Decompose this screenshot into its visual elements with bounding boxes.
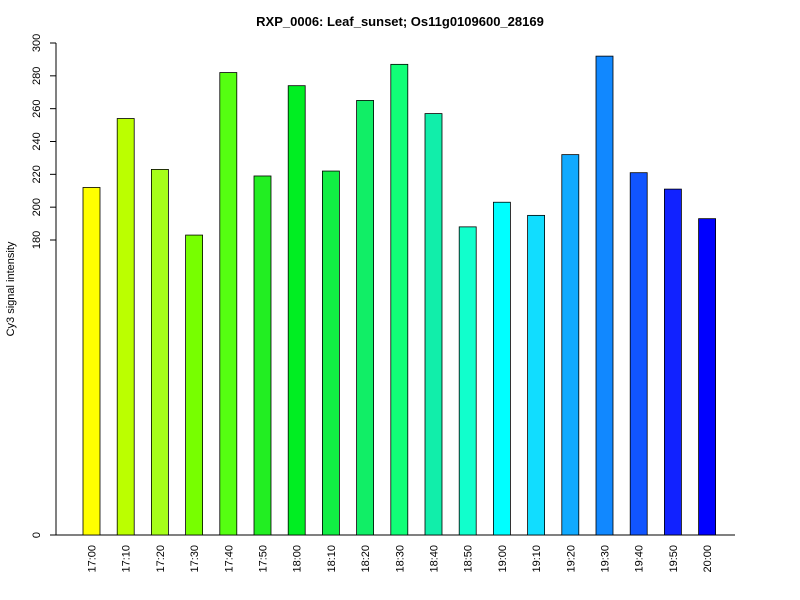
x-tick-label: 19:10 [531,545,543,573]
x-tick-label: 17:20 [155,545,167,573]
x-tick-label: 17:30 [189,545,201,573]
bar-1940 [629,172,648,536]
y-axis-label: Cy3 signal intensity [5,241,17,336]
chart-title: RXP_0006: Leaf_sunset; Os11g0109600_2816… [256,14,544,29]
bar-1910 [527,214,545,536]
bar-1800 [287,85,306,536]
bar-1900 [492,201,511,536]
x-tick-label: 19:00 [497,545,509,573]
bar-1920 [561,154,580,536]
bar-1950 [664,188,682,536]
bar-1750 [253,175,272,536]
y-tick-label: 0 [31,532,43,538]
y-tick-label: 180 [31,231,43,249]
y-tick-label: 300 [31,34,43,52]
bar-1700 [82,187,101,536]
bar-1840 [424,113,443,536]
y-tick-label: 240 [31,132,43,150]
x-tick-label: 18:30 [394,545,406,573]
y-tick-label: 220 [31,165,43,183]
bar-1720 [150,169,169,536]
y-axis: 0 180 200 220 240 260 280 300 [31,34,57,538]
bar-1850 [458,226,477,536]
bar-1930 [595,55,614,536]
x-tick-label: 18:20 [360,545,372,573]
x-tick-label: 20:00 [702,545,714,573]
x-tick-label: 19:30 [600,545,612,573]
bar-1710 [116,118,135,536]
bar-2000 [698,218,716,536]
x-tick-label: 19:20 [565,545,577,573]
x-tick-label: 18:40 [429,545,441,573]
y-tick-label: 280 [31,67,43,85]
bar-1820 [356,100,375,536]
y-tick-label: 200 [31,198,43,216]
x-tick-label: 18:50 [463,545,475,573]
x-tick-label: 18:00 [292,545,304,573]
y-tick-label: 260 [31,99,43,117]
bar-1740 [219,72,238,536]
bar-1810 [321,170,340,536]
x-tick-labels: 17:00 17:10 17:20 17:30 17:40 17:50 18:00 18:10… [87,545,715,573]
x-tick-label: 17:50 [258,545,270,573]
x-tick-label: 19:50 [668,545,680,573]
x-tick-label: 19:40 [634,545,646,573]
x-tick-label: 17:40 [223,545,235,573]
bars [56,55,735,536]
x-tick-label: 18:10 [326,545,338,573]
bar-1730 [185,234,204,536]
bar-1830 [390,63,409,536]
x-tick-label: 17:00 [87,545,99,573]
x-tick-label: 17:10 [121,545,133,573]
